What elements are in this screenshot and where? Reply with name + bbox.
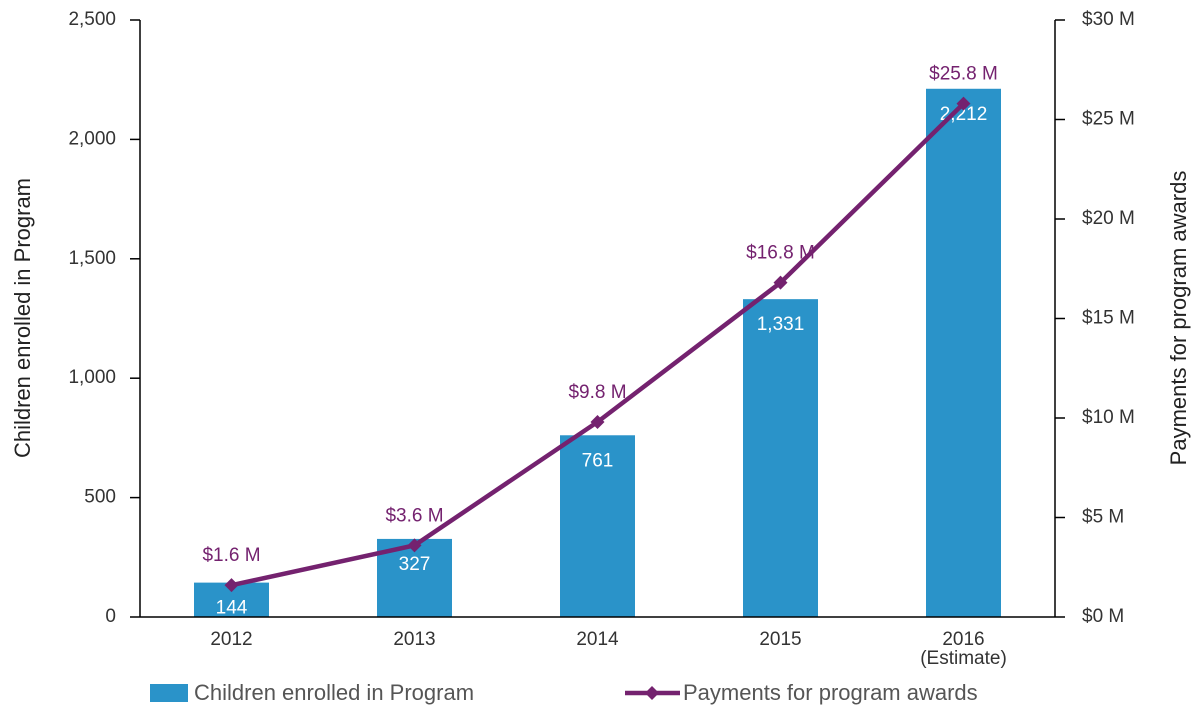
y2-tick-label: $20 M xyxy=(1082,208,1135,229)
line-marker xyxy=(773,275,788,290)
y2-tick-label: $5 M xyxy=(1082,507,1124,528)
y2-tick-label: $30 M xyxy=(1082,9,1135,30)
legend-swatch xyxy=(150,684,188,702)
line-marker xyxy=(590,414,605,429)
y2-tick-label: $0 M xyxy=(1082,606,1124,627)
line-value-label: $1.6 M xyxy=(202,545,260,566)
line-marker xyxy=(956,96,971,111)
x-tick-label: 2013 xyxy=(393,629,435,650)
bar-value-label: 1,331 xyxy=(757,314,805,335)
line-value-label: $16.8 M xyxy=(746,243,815,264)
y-tick-label: 2,000 xyxy=(68,128,116,149)
legend-label: Payments for program awards xyxy=(683,680,978,705)
bar-value-label: 2,212 xyxy=(940,104,988,125)
line-value-label: $3.6 M xyxy=(385,505,443,526)
bar xyxy=(560,435,635,617)
y2-axis-title: Payments for program awards xyxy=(1166,171,1191,466)
legend-marker xyxy=(645,686,659,700)
y2-tick-label: $10 M xyxy=(1082,407,1135,428)
y-tick-label: 2,500 xyxy=(68,9,116,30)
x-tick-label: 2014 xyxy=(576,629,619,650)
y2-tick-label: $25 M xyxy=(1082,109,1135,130)
bar xyxy=(926,88,1001,617)
line-value-label: $9.8 M xyxy=(568,382,626,403)
x-tick-label: 2012 xyxy=(210,629,252,650)
line-value-label: $25.8 M xyxy=(929,64,998,85)
line-marker xyxy=(224,578,239,593)
x-tick-label: 2015 xyxy=(759,629,801,650)
x-tick-label: 2016 (Estimate) xyxy=(920,629,1007,669)
bar xyxy=(743,299,818,617)
legend-label: Children enrolled in Program xyxy=(194,680,474,705)
y-tick-label: 1,000 xyxy=(68,367,116,388)
y-tick-label: 500 xyxy=(84,487,116,508)
y-tick-label: 1,500 xyxy=(68,248,116,269)
y2-tick-label: $15 M xyxy=(1082,308,1135,329)
y-tick-label: 0 xyxy=(105,606,116,627)
bar-value-label: 761 xyxy=(582,450,614,471)
bar-value-label: 144 xyxy=(216,598,248,619)
line-marker xyxy=(407,538,422,553)
bar-value-label: 327 xyxy=(399,554,431,575)
y-axis-title: Children enrolled in Program xyxy=(10,178,35,458)
